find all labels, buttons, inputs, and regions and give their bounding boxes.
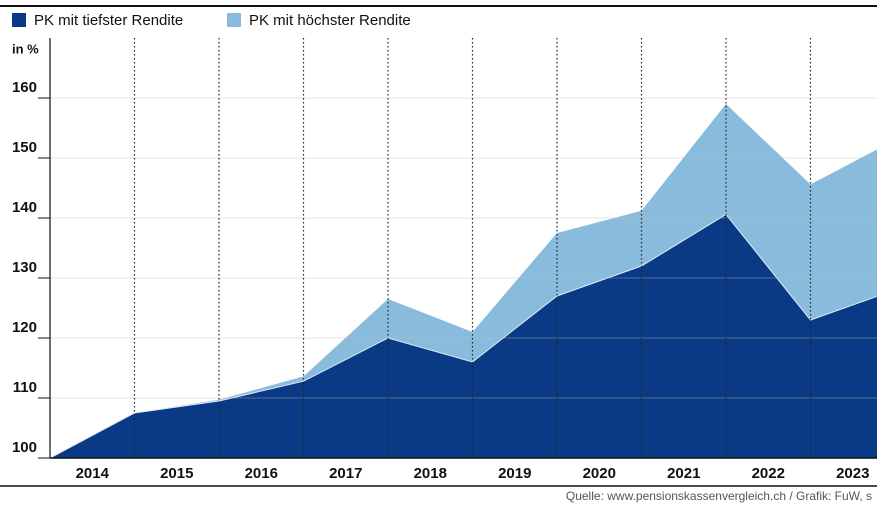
legend-label: PK mit tiefster Rendite [34,12,183,29]
area [49,213,877,459]
y-tick-label: 110 [13,379,37,396]
x-tick-label: 2023 [836,465,869,482]
source: Quelle: www.pensionskassenvergleich.ch /… [566,489,872,503]
x-tick-label: 2016 [245,465,278,482]
y-tick-label: 150 [12,139,37,156]
legend-swatch [12,13,26,27]
x-tick-label: 2021 [667,465,700,482]
y-tick-label: 140 [12,199,37,216]
y-axis-label: in % [12,41,39,56]
x-tick-label: 2019 [498,465,531,482]
x-tick-label: 2020 [583,465,616,482]
y-tick-label: 120 [12,319,37,336]
x-tick-label: 2017 [329,465,362,482]
legend-label: PK mit höchster Rendite [249,12,411,29]
x-tick-label: 2014 [76,465,110,482]
x-tick-label: 2015 [160,465,193,482]
legend-swatch [227,13,241,27]
y-tick-label: 160 [12,79,37,96]
y-tick-label: 100 [12,439,37,456]
x-tick-label: 2018 [414,465,447,482]
x-tick-label: 2022 [752,465,785,482]
y-tick-label: 130 [12,259,37,276]
